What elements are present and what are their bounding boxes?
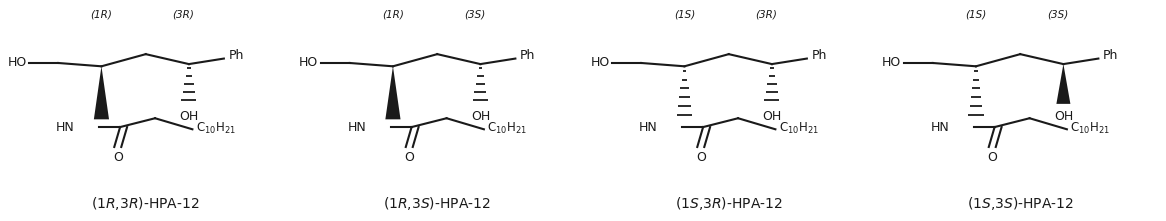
Text: HO: HO xyxy=(298,57,318,69)
Text: O: O xyxy=(696,151,705,164)
Text: HN: HN xyxy=(639,121,658,133)
Text: (1R): (1R) xyxy=(91,10,112,20)
Text: HO: HO xyxy=(590,57,610,69)
Text: (1$R$,3$S$)-HPA-12: (1$R$,3$S$)-HPA-12 xyxy=(384,195,491,212)
Text: C$_{10}$H$_{21}$: C$_{10}$H$_{21}$ xyxy=(487,121,527,136)
Text: Ph: Ph xyxy=(1103,49,1118,62)
Text: HN: HN xyxy=(347,121,366,133)
Text: O: O xyxy=(988,151,997,164)
Text: HO: HO xyxy=(7,57,27,69)
Text: (1S): (1S) xyxy=(674,10,695,20)
Text: O: O xyxy=(113,151,122,164)
Text: HN: HN xyxy=(930,121,949,133)
Text: Ph: Ph xyxy=(229,49,244,62)
Text: HO: HO xyxy=(881,57,901,69)
Text: C$_{10}$H$_{21}$: C$_{10}$H$_{21}$ xyxy=(1070,121,1110,136)
Polygon shape xyxy=(1056,64,1070,104)
Text: HN: HN xyxy=(56,121,75,133)
Text: OH: OH xyxy=(180,110,198,124)
Text: C$_{10}$H$_{21}$: C$_{10}$H$_{21}$ xyxy=(779,121,819,136)
Text: (1$S$,3$R$)-HPA-12: (1$S$,3$R$)-HPA-12 xyxy=(675,195,782,212)
Text: (3R): (3R) xyxy=(756,10,777,20)
Text: Ph: Ph xyxy=(520,49,535,62)
Text: O: O xyxy=(405,151,414,164)
Text: (3R): (3R) xyxy=(173,10,194,20)
Text: (1$S$,3$S$)-HPA-12: (1$S$,3$S$)-HPA-12 xyxy=(967,195,1074,212)
Text: (1S): (1S) xyxy=(965,10,986,20)
Text: Ph: Ph xyxy=(812,49,827,62)
Text: OH: OH xyxy=(1054,110,1073,124)
Polygon shape xyxy=(93,66,110,119)
Text: (1$R$,3$R$)-HPA-12: (1$R$,3$R$)-HPA-12 xyxy=(91,195,201,212)
Text: C$_{10}$H$_{21}$: C$_{10}$H$_{21}$ xyxy=(196,121,236,136)
Text: (3S): (3S) xyxy=(1047,10,1068,20)
Text: OH: OH xyxy=(471,110,490,124)
Text: (3S): (3S) xyxy=(464,10,485,20)
Polygon shape xyxy=(385,66,401,119)
Text: (1R): (1R) xyxy=(382,10,403,20)
Text: OH: OH xyxy=(763,110,781,124)
